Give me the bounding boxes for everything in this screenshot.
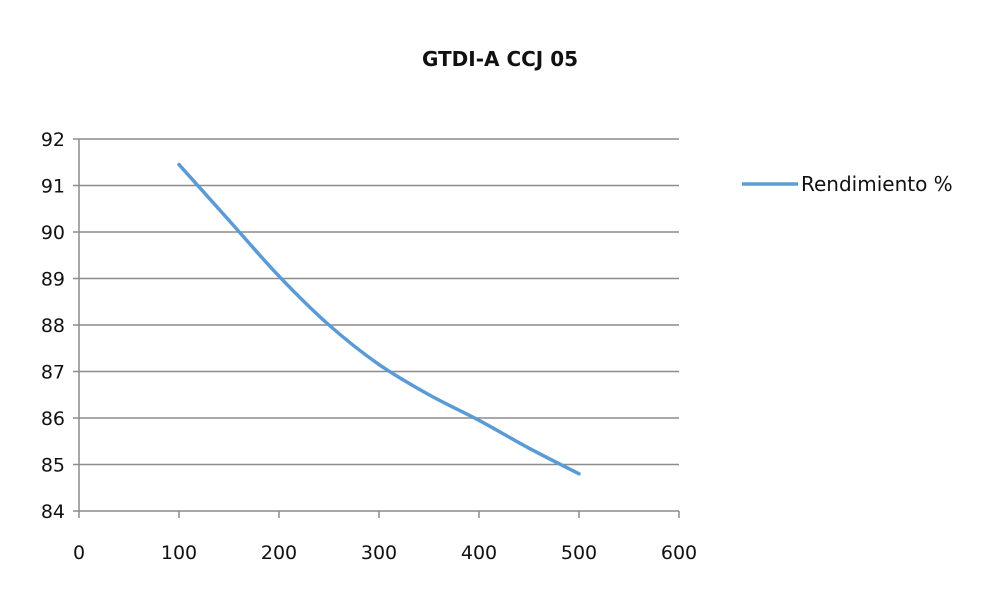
y-tick-label: 88 bbox=[41, 315, 65, 337]
legend: Rendimiento % bbox=[742, 172, 953, 196]
y-tick-label: 91 bbox=[41, 176, 65, 198]
y-tick-label: 86 bbox=[41, 408, 65, 430]
y-tick-labels: 84 85 86 87 88 89 90 91 92 bbox=[41, 129, 65, 523]
y-tick-label: 84 bbox=[41, 501, 65, 523]
x-tick-label: 500 bbox=[561, 542, 597, 564]
x-tick-label: 300 bbox=[361, 542, 397, 564]
y-tick-label: 89 bbox=[41, 269, 65, 291]
x-tick-label: 600 bbox=[661, 542, 697, 564]
y-tick-label: 87 bbox=[41, 362, 65, 384]
chart-title: GTDI-A CCJ 05 bbox=[422, 47, 578, 71]
x-tick-label: 400 bbox=[461, 542, 497, 564]
axes bbox=[73, 138, 680, 518]
legend-label: Rendimiento % bbox=[801, 172, 953, 196]
x-tick-label: 100 bbox=[161, 542, 197, 564]
series-line-0 bbox=[177, 162, 581, 476]
x-tick-label: 0 bbox=[73, 542, 85, 564]
y-tick-label: 90 bbox=[41, 222, 65, 244]
series-lines bbox=[177, 162, 581, 476]
y-tick-label: 85 bbox=[41, 455, 65, 477]
gridlines bbox=[79, 138, 679, 466]
x-tick-labels: 0 100 200 300 400 500 600 bbox=[73, 542, 697, 564]
y-tick-label: 92 bbox=[41, 129, 65, 151]
x-tick-label: 200 bbox=[261, 542, 297, 564]
